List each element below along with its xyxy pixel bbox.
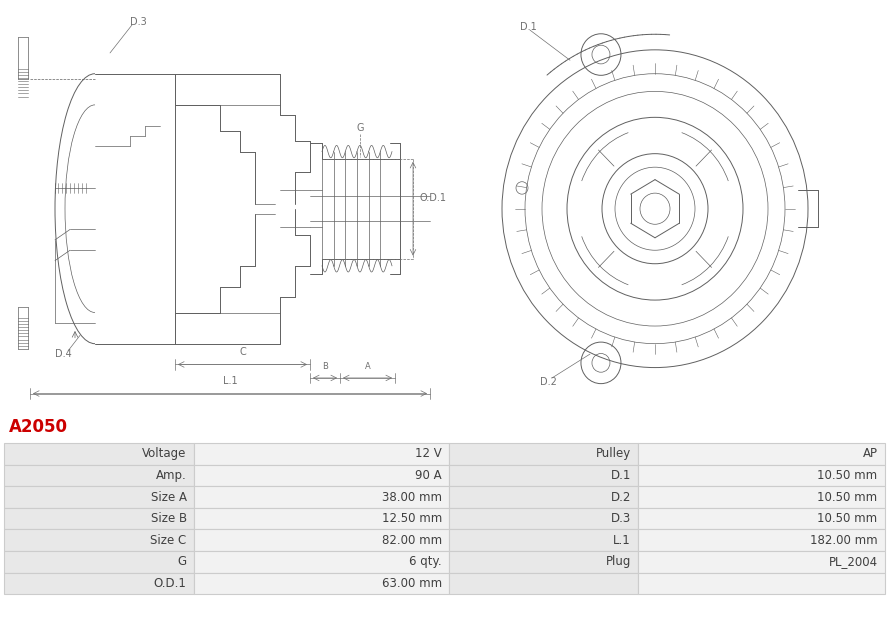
Text: D.1: D.1 xyxy=(520,22,537,32)
FancyBboxPatch shape xyxy=(194,465,449,486)
Text: B: B xyxy=(322,362,328,371)
FancyBboxPatch shape xyxy=(449,573,638,594)
FancyBboxPatch shape xyxy=(638,465,885,486)
FancyBboxPatch shape xyxy=(638,486,885,508)
Text: 12.50 mm: 12.50 mm xyxy=(381,512,442,525)
FancyBboxPatch shape xyxy=(449,551,638,573)
Text: AP: AP xyxy=(862,447,877,460)
Text: D.3: D.3 xyxy=(130,17,147,27)
FancyBboxPatch shape xyxy=(194,508,449,530)
Text: 82.00 mm: 82.00 mm xyxy=(381,534,442,547)
Text: 10.50 mm: 10.50 mm xyxy=(817,469,877,482)
Text: D.2: D.2 xyxy=(540,377,557,387)
Text: 90 A: 90 A xyxy=(415,469,442,482)
FancyBboxPatch shape xyxy=(4,508,194,530)
FancyBboxPatch shape xyxy=(449,508,638,530)
FancyBboxPatch shape xyxy=(4,443,194,465)
Text: Size C: Size C xyxy=(150,534,187,547)
FancyBboxPatch shape xyxy=(638,508,885,530)
Text: 38.00 mm: 38.00 mm xyxy=(382,490,442,503)
FancyBboxPatch shape xyxy=(4,486,194,508)
Text: D.4: D.4 xyxy=(55,349,72,359)
Text: 12 V: 12 V xyxy=(415,447,442,460)
Text: Voltage: Voltage xyxy=(142,447,187,460)
Text: G: G xyxy=(356,123,364,133)
Text: Size A: Size A xyxy=(150,490,187,503)
Text: PL_2004: PL_2004 xyxy=(829,555,877,568)
FancyBboxPatch shape xyxy=(194,486,449,508)
FancyBboxPatch shape xyxy=(4,465,194,486)
Text: O.D.1: O.D.1 xyxy=(419,193,446,203)
FancyBboxPatch shape xyxy=(194,443,449,465)
Text: 6 qty.: 6 qty. xyxy=(409,555,442,568)
FancyBboxPatch shape xyxy=(638,443,885,465)
Text: 182.00 mm: 182.00 mm xyxy=(810,534,877,547)
Text: O.D.1: O.D.1 xyxy=(154,577,187,590)
Text: A: A xyxy=(365,362,371,371)
Text: Amp.: Amp. xyxy=(156,469,187,482)
FancyBboxPatch shape xyxy=(449,530,638,551)
FancyBboxPatch shape xyxy=(449,443,638,465)
FancyBboxPatch shape xyxy=(638,573,885,594)
Text: Plug: Plug xyxy=(605,555,631,568)
FancyBboxPatch shape xyxy=(638,551,885,573)
FancyBboxPatch shape xyxy=(194,551,449,573)
Text: Size B: Size B xyxy=(150,512,187,525)
FancyBboxPatch shape xyxy=(4,530,194,551)
Text: D.3: D.3 xyxy=(611,512,631,525)
Text: C: C xyxy=(240,347,246,357)
FancyBboxPatch shape xyxy=(194,530,449,551)
Text: 10.50 mm: 10.50 mm xyxy=(817,512,877,525)
FancyBboxPatch shape xyxy=(638,530,885,551)
Text: D.2: D.2 xyxy=(611,490,631,503)
FancyBboxPatch shape xyxy=(4,573,194,594)
FancyBboxPatch shape xyxy=(449,465,638,486)
FancyBboxPatch shape xyxy=(194,573,449,594)
Text: 10.50 mm: 10.50 mm xyxy=(817,490,877,503)
Text: G: G xyxy=(178,555,187,568)
Text: Pulley: Pulley xyxy=(596,447,631,460)
Text: 63.00 mm: 63.00 mm xyxy=(381,577,442,590)
Text: A2050: A2050 xyxy=(9,419,68,436)
Text: D.1: D.1 xyxy=(611,469,631,482)
Text: L.1: L.1 xyxy=(222,376,237,386)
FancyBboxPatch shape xyxy=(449,486,638,508)
Text: L.1: L.1 xyxy=(613,534,631,547)
FancyBboxPatch shape xyxy=(4,551,194,573)
